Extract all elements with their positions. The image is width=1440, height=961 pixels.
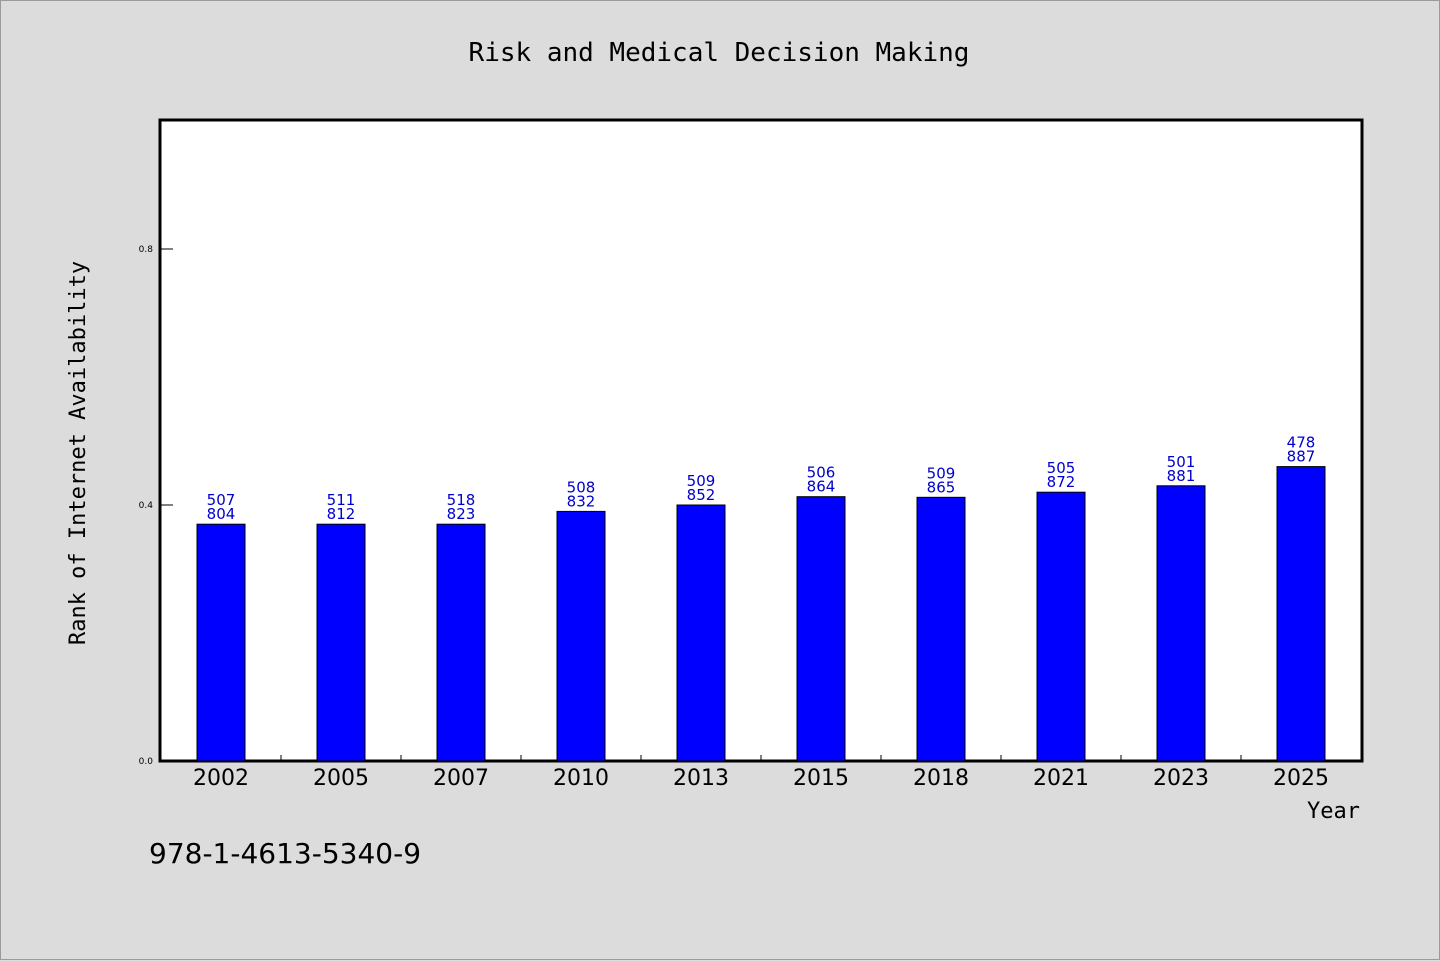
x-tick-label-2018: 2018 bbox=[913, 766, 969, 791]
data-label-2025-2: 887 bbox=[1287, 448, 1316, 466]
data-label-2007-2: 823 bbox=[447, 505, 476, 523]
data-label-2002-2: 804 bbox=[207, 505, 236, 523]
data-labels-layer: 5078045118125188235088325098525068645098… bbox=[207, 434, 1316, 524]
x-tick-label-2015: 2015 bbox=[793, 766, 849, 791]
data-label-2007-1: 518 bbox=[447, 491, 476, 509]
x-tick-label-2002: 2002 bbox=[193, 766, 249, 791]
x-tick-label-2021: 2021 bbox=[1033, 766, 1089, 791]
chart-title: Risk and Medical Decision Making bbox=[469, 38, 970, 68]
data-label-2010-1: 508 bbox=[567, 478, 596, 496]
y-tick-label-0.4: 0.4 bbox=[139, 501, 154, 511]
bar-2021 bbox=[1036, 491, 1086, 762]
bar-2010 bbox=[556, 510, 606, 762]
data-label-2021-2: 872 bbox=[1047, 473, 1076, 491]
data-label-2010-2: 832 bbox=[567, 492, 596, 510]
bar-2023 bbox=[1156, 485, 1206, 762]
data-label-2015-1: 506 bbox=[807, 464, 836, 482]
bar-2015 bbox=[796, 496, 846, 762]
data-label-2018-2: 865 bbox=[927, 478, 956, 496]
x-axis-label: Year bbox=[1307, 799, 1360, 824]
data-label-2002-1: 507 bbox=[207, 491, 236, 509]
data-label-2005-2: 812 bbox=[327, 505, 356, 523]
data-label-2023-2: 881 bbox=[1167, 467, 1196, 485]
bar-2005 bbox=[316, 523, 366, 762]
y-tick-label-0.0: 0.0 bbox=[139, 757, 154, 767]
data-label-2013-1: 509 bbox=[687, 472, 716, 490]
x-tick-label-2023: 2023 bbox=[1153, 766, 1209, 791]
x-axis-ticks: 2002 2005 2007 2010 2013 2015 2018 2021 2023 2025 bbox=[193, 755, 1329, 791]
x-tick-label-2010: 2010 bbox=[553, 766, 609, 791]
data-label-2025-1: 478 bbox=[1287, 434, 1316, 452]
bar-2025 bbox=[1276, 466, 1326, 762]
data-label-2023-1: 501 bbox=[1167, 453, 1196, 471]
data-label-2013-2: 852 bbox=[687, 486, 716, 504]
bars-layer bbox=[196, 466, 1326, 762]
bar-2018 bbox=[916, 496, 966, 762]
data-label-2005-1: 511 bbox=[327, 491, 356, 509]
data-label-2021-1: 505 bbox=[1047, 459, 1076, 477]
y-axis-label: Rank of Internet Availability bbox=[66, 261, 91, 645]
x-tick-label-2005: 2005 bbox=[313, 766, 369, 791]
x-tick-label-2007: 2007 bbox=[433, 766, 489, 791]
y-tick-label-0.8: 0.8 bbox=[139, 245, 154, 255]
bar-2007 bbox=[436, 523, 486, 762]
data-label-2015-2: 864 bbox=[807, 478, 836, 496]
data-label-2018-1: 509 bbox=[927, 464, 956, 482]
x-tick-label-2013: 2013 bbox=[673, 766, 729, 791]
bar-2013 bbox=[676, 504, 726, 762]
bar-2002 bbox=[196, 523, 246, 762]
isbn-footnote: 978-1-4613-5340-9 bbox=[149, 837, 421, 870]
y-axis-ticks: 0.0 0.4 0.8 bbox=[139, 245, 173, 767]
x-tick-label-2025: 2025 bbox=[1273, 766, 1329, 791]
